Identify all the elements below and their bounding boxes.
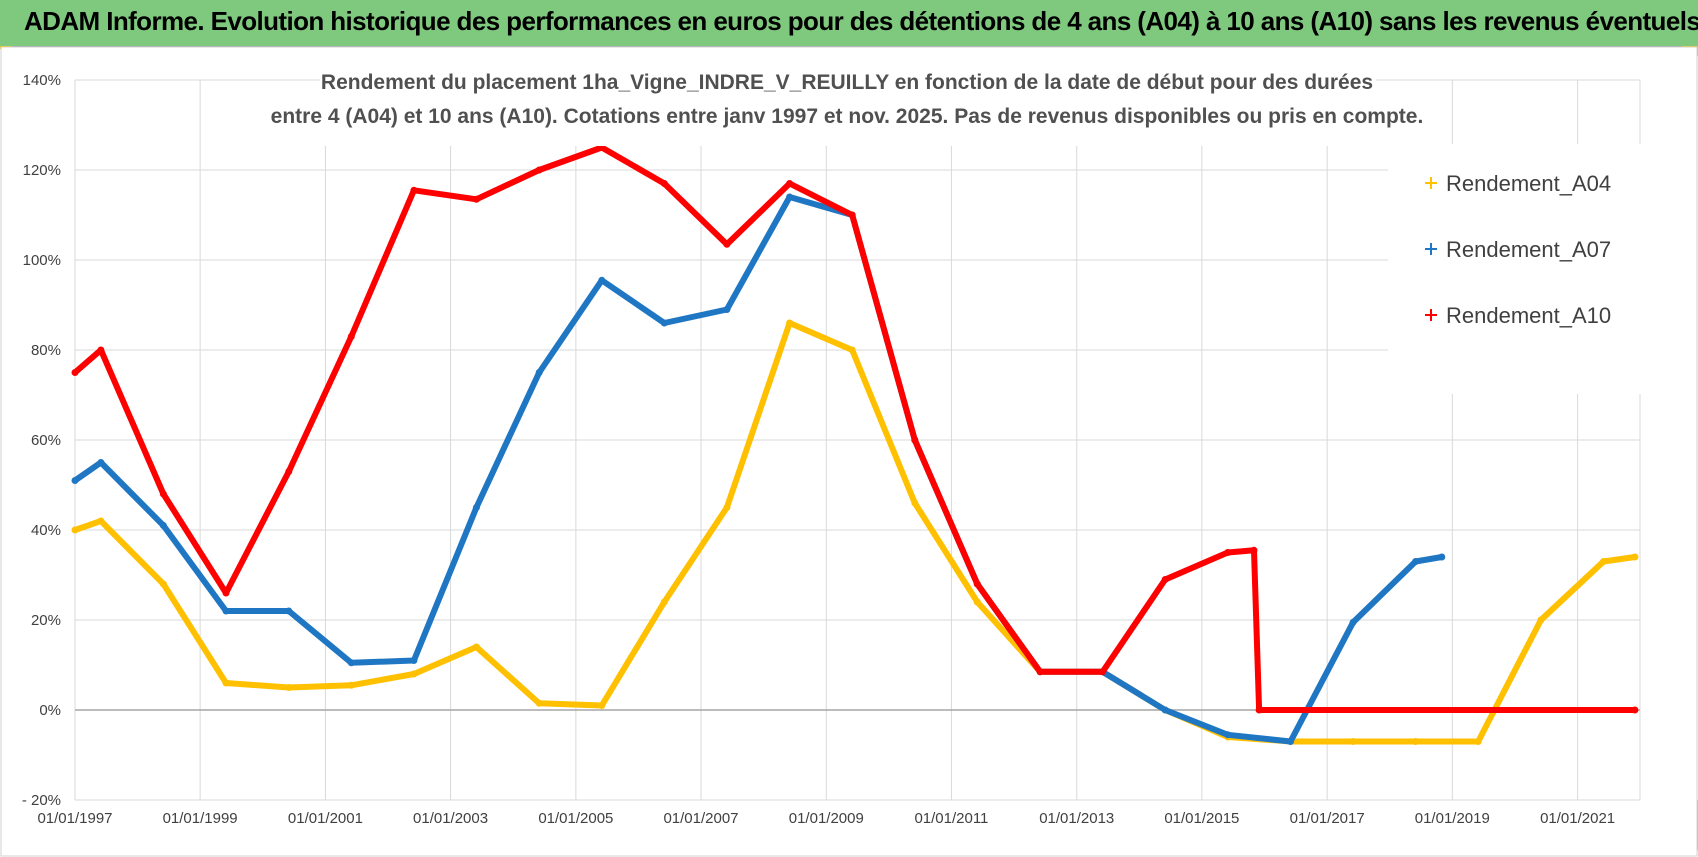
x-tick-label: 01/01/1999 (163, 810, 238, 827)
x-tick-label: 01/01/2015 (1164, 810, 1239, 827)
data-point-rendement-a10 (1099, 668, 1107, 676)
y-tick-label: 120% (23, 162, 61, 179)
data-point-rendement-a04 (1474, 738, 1482, 745)
data-point-rendement-a07 (71, 477, 79, 484)
y-tick-label: 60% (31, 432, 61, 449)
data-point-rendement-a04 (285, 684, 293, 691)
data-point-rendement-a10 (973, 580, 981, 588)
data-point-rendement-a07 (159, 522, 167, 529)
y-tick-label: 80% (31, 342, 61, 359)
x-tick-label: 01/01/2005 (538, 810, 613, 827)
data-point-rendement-a10 (97, 346, 105, 354)
data-point-rendement-a10 (472, 195, 480, 203)
data-point-rendement-a04 (71, 526, 79, 534)
data-point-rendement-a07 (472, 504, 480, 511)
data-point-rendement-a07 (1412, 558, 1420, 565)
x-axis-ticks: 01/01/1997 01/01/1999 01/01/2001 01/01/2003… (37, 810, 1615, 827)
data-point-rendement-a04 (660, 598, 668, 606)
y-axis-ticks: - 20% 0% 20% 40% 60% 80% 100% 120% 140% (22, 72, 61, 809)
data-point-rendement-a10 (535, 166, 543, 174)
x-tick-label: 01/01/2011 (914, 810, 988, 827)
data-point-rendement-a10 (410, 186, 418, 194)
data-point-rendement-a10 (71, 369, 79, 376)
data-point-rendement-a07 (1224, 731, 1232, 739)
y-tick-label: 140% (23, 72, 61, 89)
legend-label: Rendement_A10 (1446, 303, 1611, 328)
legend-label: Rendement_A04 (1446, 171, 1611, 196)
data-point-rendement-a04 (598, 702, 606, 709)
x-tick-label: 01/01/2013 (1039, 810, 1114, 827)
data-point-rendement-a04 (222, 679, 230, 687)
x-tick-label: 01/01/2021 (1540, 810, 1615, 827)
series-layer (71, 144, 1639, 745)
data-point-rendement-a07 (786, 193, 794, 201)
data-point-rendement-a10 (911, 436, 919, 444)
data-point-rendement-a07 (222, 607, 230, 615)
y-tick-label: 100% (23, 252, 61, 269)
data-point-rendement-a04 (911, 499, 919, 507)
data-point-rendement-a04 (1600, 558, 1607, 565)
x-tick-label: 01/01/2003 (413, 810, 488, 827)
data-point-rendement-a10 (848, 211, 856, 219)
data-point-rendement-a10 (1631, 706, 1639, 714)
x-tick-label: 01/01/2009 (789, 810, 864, 827)
legend-label: Rendement_A07 (1446, 237, 1611, 262)
data-point-rendement-a04 (848, 346, 856, 354)
data-point-rendement-a04 (723, 504, 731, 511)
x-tick-label: 01/01/2019 (1415, 810, 1490, 827)
y-tick-label: 40% (31, 522, 61, 539)
data-point-rendement-a04 (347, 681, 355, 689)
data-point-rendement-a07 (1438, 553, 1446, 561)
data-point-rendement-a07 (598, 276, 606, 284)
data-point-rendement-a04 (472, 643, 480, 651)
data-point-rendement-a07 (97, 459, 105, 466)
y-tick-label: - 20% (22, 792, 61, 809)
data-point-rendement-a10 (1036, 668, 1044, 676)
data-point-rendement-a07 (535, 369, 543, 376)
x-tick-label: 01/01/2001 (288, 810, 363, 827)
data-point-rendement-a10 (1250, 546, 1258, 554)
x-tick-label: 01/01/2017 (1290, 810, 1365, 827)
report-banner: ADAM Informe. Evolution historique des p… (0, 0, 1698, 48)
x-tick-label: 01/01/1997 (37, 810, 112, 827)
chart-title-line-1: Rendement du placement 1ha_Vigne_INDRE_V… (321, 71, 1373, 94)
data-point-rendement-a07 (1349, 618, 1357, 626)
data-point-rendement-a10 (1255, 706, 1263, 714)
data-point-rendement-a07 (1287, 738, 1294, 745)
data-point-rendement-a04 (1412, 738, 1420, 745)
data-point-rendement-a10 (1224, 549, 1232, 556)
data-point-rendement-a04 (1349, 738, 1357, 745)
data-point-rendement-a10 (285, 468, 293, 475)
data-point-rendement-a10 (723, 240, 731, 248)
data-point-rendement-a07 (347, 659, 355, 667)
data-point-rendement-a07 (660, 319, 668, 327)
data-point-rendement-a10 (660, 180, 668, 187)
data-point-rendement-a10 (159, 490, 167, 498)
report-title: ADAM Informe. Evolution historique des p… (24, 6, 1698, 36)
data-point-rendement-a07 (723, 306, 731, 313)
data-point-rendement-a07 (1161, 706, 1169, 714)
data-point-rendement-a10 (347, 333, 355, 340)
data-point-rendement-a04 (973, 598, 981, 606)
data-point-rendement-a04 (1631, 553, 1639, 561)
data-point-rendement-a07 (285, 607, 293, 615)
line-chart: - 20% 0% 20% 40% 60% 80% 100% 120% 140% 01/01/19… (0, 46, 1698, 857)
chart-legend: Rendement_A04 Rendement_A07 Rendement_A10 (1425, 171, 1611, 328)
data-point-rendement-a04 (97, 517, 105, 525)
data-point-rendement-a04 (1537, 616, 1545, 624)
data-point-rendement-a04 (410, 670, 418, 678)
series-line-rendement-a07 (72, 194, 1445, 745)
data-point-rendement-a07 (410, 657, 418, 664)
chart-title-box (320, 64, 1376, 146)
x-tick-label: 01/01/2007 (663, 810, 738, 827)
y-tick-label: 20% (31, 612, 61, 629)
data-point-rendement-a04 (159, 580, 167, 588)
y-tick-label: 0% (39, 702, 61, 719)
data-point-rendement-a04 (786, 319, 794, 327)
data-point-rendement-a10 (1161, 576, 1169, 583)
data-point-rendement-a10 (786, 180, 794, 187)
data-point-rendement-a04 (535, 699, 543, 707)
data-point-rendement-a10 (222, 589, 230, 597)
chart-title-line-2: entre 4 (A04) et 10 ans (A10). Cotations… (271, 105, 1424, 128)
